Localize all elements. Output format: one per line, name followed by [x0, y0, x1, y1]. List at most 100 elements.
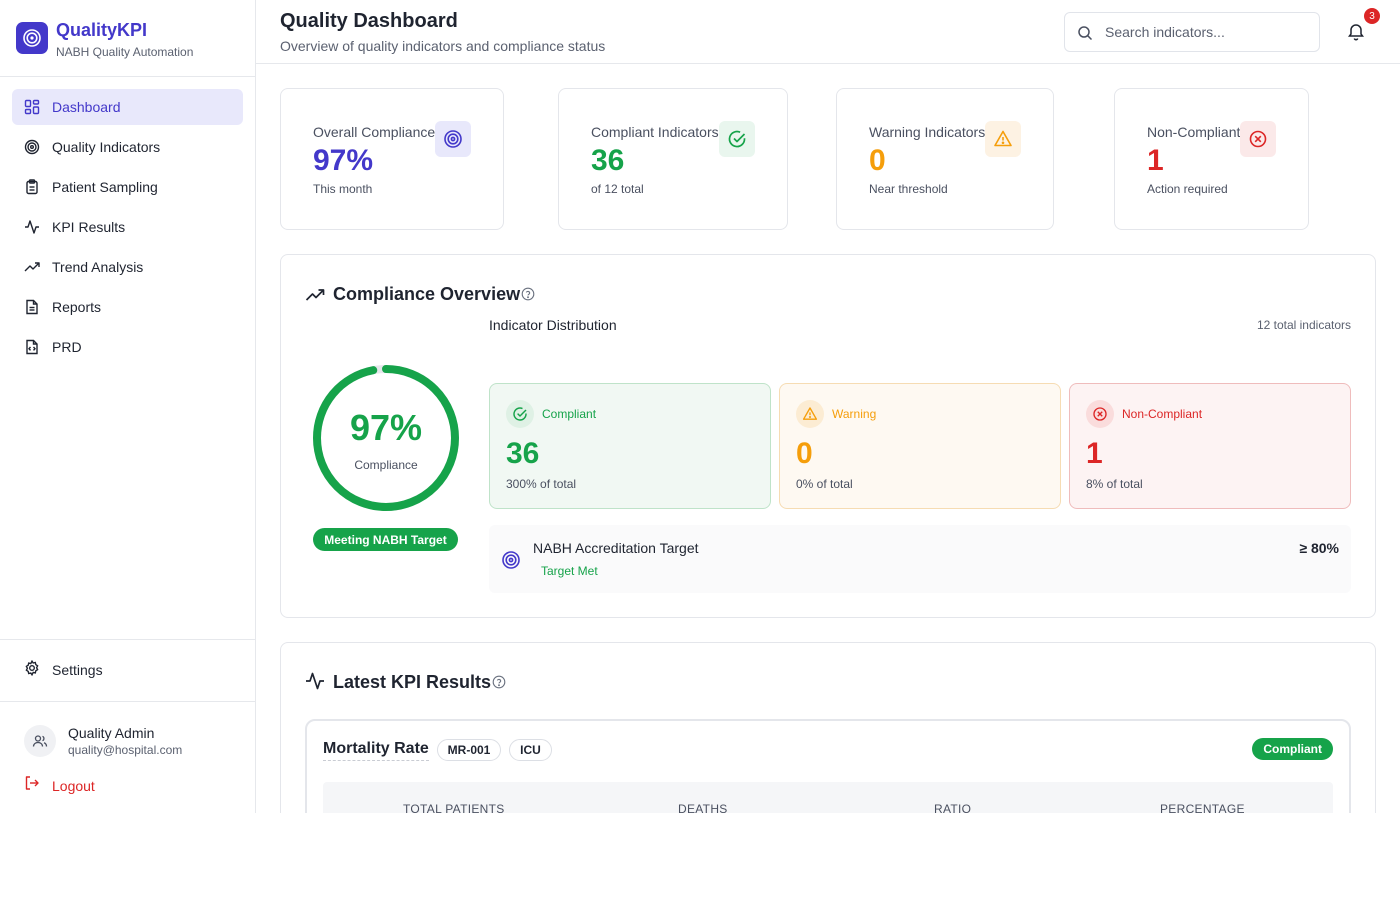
distribution-value: 36 [506, 437, 540, 470]
logout-button[interactable]: Logout [24, 775, 95, 796]
page-header: Quality Dashboard Overview of quality in… [256, 0, 1400, 64]
sidebar-item-label: Dashboard [52, 99, 121, 115]
sidebar-item-dashboard[interactable]: Dashboard [12, 89, 243, 125]
compliance-overview-panel: Compliance Overview 97% Compliance Meeti… [280, 254, 1376, 618]
sidebar-item-trend-analysis[interactable]: Trend Analysis [12, 249, 243, 285]
trending-up-icon [24, 259, 40, 275]
user-name: Quality Admin [68, 725, 155, 741]
nabh-target-label: NABH Accreditation Target [533, 540, 699, 556]
sidebar: QualityKPI NABH Quality Automation Dashb… [0, 0, 256, 813]
stat-label: Compliant Indicators [591, 124, 719, 140]
stat-label: Warning Indicators [869, 124, 986, 140]
ring-percent: 97% [349, 407, 423, 448]
sidebar-item-label: Quality Indicators [52, 139, 161, 155]
search-box [1064, 12, 1320, 52]
alert-triangle-icon [796, 400, 824, 428]
status-badge: Compliant [1252, 738, 1333, 760]
sidebar-nav: Dashboard Quality Indicators Patient [12, 89, 243, 369]
stat-note: of 12 total [591, 182, 644, 196]
ring-caption: Compliance [354, 458, 418, 472]
distribution-card-non-compliant[interactable]: Non-Compliant 1 8% of total [1069, 383, 1351, 509]
sidebar-footer: Settings Quality Admin quality@hospital.… [0, 639, 255, 794]
stat-label: Non-Compliant [1147, 124, 1241, 140]
sidebar-item-label: Patient Sampling [52, 179, 158, 195]
settings-label: Settings [52, 662, 103, 678]
kpi-table-header: TOTAL PATIENTS DEATHS RATIO PERCENTAGE [323, 782, 1333, 813]
gear-icon [24, 659, 40, 681]
distribution-title: Indicator Distribution [489, 317, 617, 333]
brand-logo [16, 22, 48, 54]
sidebar-item-label: Trend Analysis [52, 259, 144, 275]
avatar [24, 725, 56, 757]
distribution-card-compliant[interactable]: Compliant 36 300% of total [489, 383, 771, 509]
distribution-total: 12 total indicators [1256, 318, 1351, 332]
brand-title: QualityKPI [56, 20, 148, 40]
kpi-unit-tag: ICU [509, 739, 552, 761]
brand: QualityKPI NABH Quality Automation [0, 0, 255, 77]
trending-up-icon [305, 289, 325, 301]
distribution-note: 300% of total [506, 477, 577, 491]
page-subtitle: Overview of quality indicators and compl… [280, 38, 606, 54]
stat-note: Action required [1147, 182, 1228, 196]
brand-subtitle: NABH Quality Automation [56, 45, 194, 59]
distribution-value: 1 [1086, 437, 1103, 470]
column-header: TOTAL PATIENTS [403, 802, 505, 813]
kpi-name: Mortality Rate [323, 740, 429, 761]
sidebar-item-patient-sampling[interactable]: Patient Sampling [12, 169, 243, 205]
panel-title: Compliance Overview [333, 284, 521, 304]
stat-card-non-compliant: Non-Compliant 1 Action required [1114, 88, 1309, 230]
sidebar-item-label: Reports [52, 299, 102, 315]
sidebar-item-reports[interactable]: Reports [12, 289, 243, 325]
alert-triangle-icon [985, 121, 1021, 157]
stat-card-compliant: Compliant Indicators 36 of 12 total [558, 88, 788, 230]
kpi-code-tag: MR-001 [437, 739, 501, 761]
check-circle-icon [719, 121, 755, 157]
logout-label: Logout [52, 777, 95, 794]
stat-value: 1 [1147, 144, 1164, 177]
search-input[interactable] [1105, 22, 1305, 42]
stat-note: Near threshold [869, 182, 948, 196]
latest-kpi-panel: Latest KPI Results Mortality Rate MR-001… [280, 642, 1376, 813]
search-icon [1078, 26, 1093, 41]
nabh-target-box: NABH Accreditation Target Target Met ≥ 8… [489, 525, 1351, 593]
stat-value: 0 [869, 144, 886, 177]
target-icon [23, 29, 41, 47]
notification-badge: 3 [1364, 8, 1380, 24]
kpi-result-card[interactable]: Mortality Rate MR-001 ICU Compliant TOTA… [305, 719, 1351, 813]
bell-icon[interactable] [1346, 22, 1366, 42]
sidebar-item-quality-indicators[interactable]: Quality Indicators [12, 129, 243, 165]
target-icon [24, 139, 40, 155]
panel-title: Latest KPI Results [333, 672, 492, 692]
logout-icon [24, 775, 40, 796]
distribution-label: Warning [832, 407, 877, 421]
distribution-note: 8% of total [1086, 477, 1143, 491]
help-icon[interactable] [492, 675, 506, 689]
users-icon [32, 735, 48, 747]
file-text-icon [24, 299, 40, 315]
clipboard-icon [24, 179, 40, 195]
target-icon [435, 121, 471, 157]
distribution-card-warning[interactable]: Warning 0 0% of total [779, 383, 1061, 509]
sidebar-item-kpi-results[interactable]: KPI Results [12, 209, 243, 245]
nabh-target-status: Target Met [541, 564, 598, 578]
x-circle-icon [1240, 121, 1276, 157]
stat-note: This month [313, 182, 373, 196]
sidebar-item-label: KPI Results [52, 219, 126, 235]
activity-icon [24, 219, 40, 235]
compliance-ring: 97% Compliance [311, 363, 461, 513]
stat-label: Overall Compliance [313, 124, 436, 140]
column-header: PERCENTAGE [1160, 802, 1245, 813]
distribution-note: 0% of total [796, 477, 853, 491]
stat-value: 36 [591, 144, 625, 177]
user-profile: Quality Admin quality@hospital.com Logou… [0, 701, 255, 813]
sidebar-item-settings[interactable]: Settings [12, 652, 243, 688]
file-code-icon [24, 339, 40, 355]
stat-value: 97% [313, 144, 374, 177]
sidebar-item-prd[interactable]: PRD [12, 329, 243, 365]
stat-card-overall-compliance: Overall Compliance 97% This month [280, 88, 504, 230]
help-icon[interactable] [521, 287, 535, 301]
check-circle-icon [506, 400, 534, 428]
distribution-label: Compliant [542, 407, 597, 421]
column-header: DEATHS [678, 802, 728, 813]
nabh-target-value: ≥ 80% [1299, 540, 1339, 556]
